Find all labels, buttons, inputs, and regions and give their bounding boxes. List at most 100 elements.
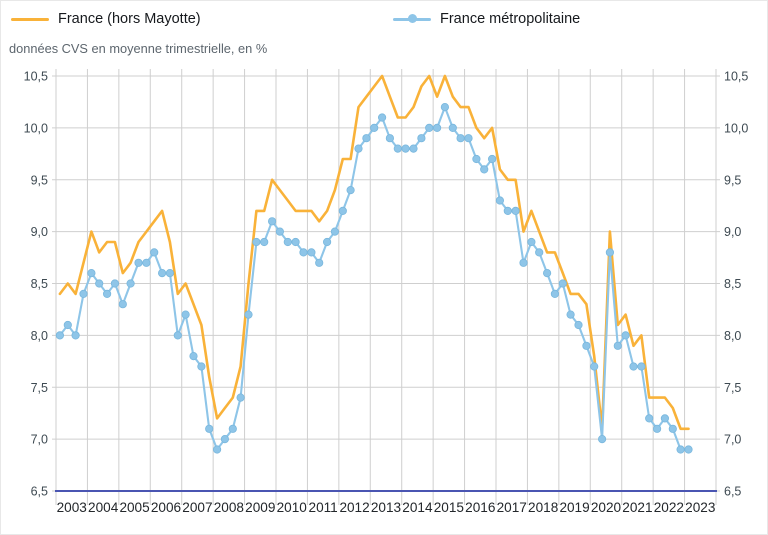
x-axis-year-label: 2020 xyxy=(591,500,622,515)
data-point-marker[interactable] xyxy=(621,331,630,340)
data-point-marker[interactable] xyxy=(79,289,88,298)
data-point-marker[interactable] xyxy=(440,103,449,112)
data-point-marker[interactable] xyxy=(425,123,434,133)
data-point-marker[interactable] xyxy=(362,134,371,143)
data-point-marker[interactable] xyxy=(535,248,544,257)
data-point-marker[interactable] xyxy=(637,362,646,371)
data-point-marker[interactable] xyxy=(134,258,143,267)
data-point-marker[interactable] xyxy=(299,248,308,257)
data-point-marker[interactable] xyxy=(432,123,442,133)
data-point-marker[interactable] xyxy=(550,289,560,298)
data-point-marker[interactable] xyxy=(613,341,622,350)
x-axis-year-label: 2016 xyxy=(465,500,495,515)
data-point-marker[interactable] xyxy=(173,331,182,340)
data-point-marker[interactable] xyxy=(519,258,528,267)
data-point-marker[interactable] xyxy=(181,310,190,319)
data-point-marker[interactable] xyxy=(236,393,245,402)
data-point-marker[interactable] xyxy=(118,300,127,309)
data-point-marker[interactable] xyxy=(503,206,512,215)
data-point-marker[interactable] xyxy=(228,424,237,433)
data-point-marker[interactable] xyxy=(71,331,80,340)
y-axis-label-right: 10,5 xyxy=(724,70,748,84)
legend-item-france-hors-mayotte[interactable]: France (hors Mayotte) xyxy=(11,9,201,29)
data-point-marker[interactable] xyxy=(527,237,536,247)
data-point-marker[interactable] xyxy=(63,320,72,330)
data-point-marker[interactable] xyxy=(87,268,96,278)
data-point-marker[interactable] xyxy=(110,279,120,288)
data-point-marker[interactable] xyxy=(330,227,339,236)
data-point-marker[interactable] xyxy=(338,206,347,215)
data-point-marker[interactable] xyxy=(590,362,599,371)
data-point-marker[interactable] xyxy=(55,331,65,340)
data-point-marker[interactable] xyxy=(377,113,387,122)
legend-item-france-metropolitaine[interactable]: France métropolitaine xyxy=(393,9,580,29)
data-point-marker[interactable] xyxy=(220,434,229,444)
data-point-marker[interactable] xyxy=(582,341,591,350)
data-point-marker[interactable] xyxy=(668,424,677,433)
data-point-marker[interactable] xyxy=(244,310,253,319)
data-point-marker[interactable] xyxy=(676,445,685,454)
x-axis-year-label: 2003 xyxy=(57,500,87,515)
data-point-marker[interactable] xyxy=(260,237,269,247)
data-point-marker[interactable] xyxy=(511,206,520,215)
data-point-marker[interactable] xyxy=(652,424,662,433)
data-point-marker[interactable] xyxy=(495,196,504,205)
data-point-marker[interactable] xyxy=(95,279,104,288)
data-point-marker[interactable] xyxy=(346,186,355,195)
data-point-marker[interactable] xyxy=(205,424,214,433)
data-point-marker[interactable] xyxy=(158,268,167,278)
series-line-france-metropolitaine xyxy=(58,106,690,451)
data-point-marker[interactable] xyxy=(291,237,300,247)
x-axis-year-label: 2010 xyxy=(277,500,308,515)
data-point-marker[interactable] xyxy=(566,310,575,319)
data-point-marker[interactable] xyxy=(401,144,410,153)
data-point-marker[interactable] xyxy=(597,434,607,444)
data-point-marker[interactable] xyxy=(370,123,379,133)
data-point-marker[interactable] xyxy=(574,320,583,330)
data-point-marker[interactable] xyxy=(417,134,426,143)
y-axis-label-left: 7,5 xyxy=(31,381,48,395)
data-point-marker[interactable] xyxy=(103,289,112,298)
data-point-marker[interactable] xyxy=(472,154,481,164)
data-point-marker[interactable] xyxy=(629,362,638,371)
data-point-marker[interactable] xyxy=(150,248,159,257)
data-point-marker[interactable] xyxy=(126,279,135,288)
chart-subtitle: données CVS en moyenne trimestrielle, en… xyxy=(9,41,268,56)
data-point-marker[interactable] xyxy=(409,144,418,153)
y-axis-label-right: 9,0 xyxy=(724,225,741,239)
data-point-marker[interactable] xyxy=(142,258,151,267)
x-axis-year-label: 2017 xyxy=(497,500,527,515)
x-axis-year-label: 2018 xyxy=(528,500,558,515)
data-point-marker[interactable] xyxy=(558,279,567,288)
data-point-marker[interactable] xyxy=(283,237,292,247)
data-point-marker[interactable] xyxy=(480,165,489,174)
series-line-france-hors-mayotte xyxy=(58,74,690,431)
data-point-marker[interactable] xyxy=(385,134,394,143)
data-point-marker[interactable] xyxy=(393,144,402,153)
y-axis-label-right: 9,5 xyxy=(724,173,741,187)
data-point-marker[interactable] xyxy=(322,237,332,247)
data-point-marker[interactable] xyxy=(448,123,457,133)
data-point-marker[interactable] xyxy=(464,134,473,143)
data-point-marker[interactable] xyxy=(267,217,277,226)
data-point-marker[interactable] xyxy=(165,268,174,278)
data-point-marker[interactable] xyxy=(684,445,693,454)
data-point-marker[interactable] xyxy=(315,258,324,267)
y-axis-label-left: 10,5 xyxy=(24,70,48,84)
data-point-marker[interactable] xyxy=(487,154,497,164)
data-point-marker[interactable] xyxy=(605,248,615,257)
data-point-marker[interactable] xyxy=(542,268,552,278)
data-point-marker[interactable] xyxy=(197,362,206,371)
data-point-marker[interactable] xyxy=(645,414,654,423)
data-point-marker[interactable] xyxy=(213,445,222,454)
data-point-marker[interactable] xyxy=(456,134,465,143)
data-point-marker[interactable] xyxy=(354,144,363,153)
y-axis-label-right: 8,5 xyxy=(724,277,741,291)
data-point-marker[interactable] xyxy=(252,237,261,247)
data-point-marker[interactable] xyxy=(275,227,284,236)
data-point-marker[interactable] xyxy=(660,414,670,423)
data-point-marker[interactable] xyxy=(307,248,316,257)
data-point-marker[interactable] xyxy=(189,351,198,361)
x-axis-year-label: 2005 xyxy=(119,500,149,515)
